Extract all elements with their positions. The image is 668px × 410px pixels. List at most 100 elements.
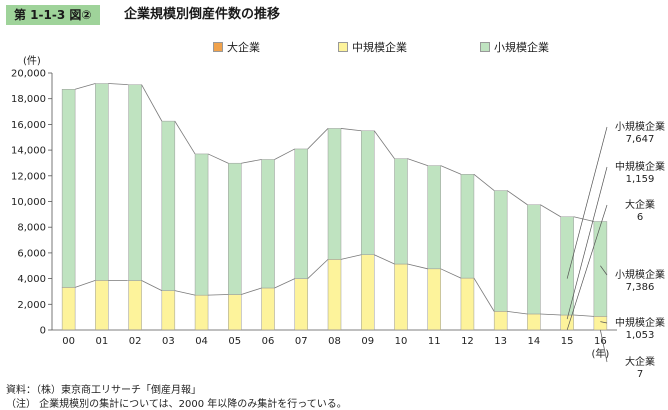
x-tick-label: 13 (494, 336, 507, 347)
annotation-label: 7 (637, 369, 643, 380)
bar-segment-small (561, 217, 574, 315)
bar-segment-medium (527, 314, 540, 330)
x-tick-label: 05 (228, 336, 241, 347)
y-tick-label: 10,000 (11, 197, 46, 208)
medium-connector-line (208, 295, 228, 296)
annotation-label: 小規模企業 (615, 120, 665, 133)
medium-connector-line (374, 255, 394, 264)
bar-segment-small (95, 84, 108, 281)
total-connector-line (75, 84, 95, 90)
annotation-label: 中規模企業 (615, 316, 665, 329)
source-note: 資料：（株）東京商工リサーチ「倒産月報」 (6, 381, 201, 396)
y-tick-label: 14,000 (11, 146, 46, 157)
annotation-label: 7,647 (626, 134, 655, 145)
bar-segment-medium (262, 288, 275, 330)
x-tick-label: 16 (594, 336, 607, 347)
bar-segment-medium (95, 280, 108, 329)
bar-segment-small (527, 205, 540, 314)
total-connector-line (507, 191, 527, 205)
annotation-label: 7,386 (626, 282, 655, 293)
x-tick-label: 12 (461, 336, 474, 347)
x-tick-label: 14 (528, 336, 541, 347)
bar-segment-small (162, 121, 175, 290)
bar-segment-medium (428, 269, 441, 330)
bar-segment-small (195, 154, 208, 295)
total-connector-line (574, 217, 594, 222)
x-tick-label: 00 (62, 336, 75, 347)
y-tick-label: 4,000 (17, 274, 46, 285)
total-connector-line (341, 128, 361, 130)
medium-connector-line (341, 255, 361, 260)
medium-connector-line (407, 264, 427, 269)
annotation-label: 中規模企業 (615, 160, 665, 173)
total-connector-line (108, 84, 128, 85)
bar-segment-medium (195, 295, 208, 330)
total-connector-line (441, 166, 461, 175)
total-connector-line (308, 128, 328, 149)
y-tick-label: 12,000 (11, 171, 46, 182)
medium-connector-line (308, 259, 328, 278)
x-tick-label: 02 (129, 336, 142, 347)
medium-connector-line (574, 315, 594, 316)
annotation-label: 1,159 (626, 174, 655, 185)
x-axis-unit: (年) (591, 347, 609, 360)
bar-segment-small (262, 159, 275, 288)
x-tick-label: 06 (262, 336, 275, 347)
total-connector-line (407, 159, 427, 166)
x-tick-label: 07 (295, 336, 308, 347)
bar-segment-small (295, 149, 308, 279)
total-connector-line (175, 121, 195, 154)
medium-connector-line (474, 278, 494, 311)
x-tick-label: 09 (361, 336, 374, 347)
bar-segment-medium (494, 311, 507, 330)
medium-connector-line (75, 280, 95, 287)
bar-segment-small (594, 221, 607, 316)
total-connector-line (142, 85, 162, 121)
bar-segment-small (461, 174, 474, 278)
x-tick-label: 01 (95, 336, 108, 347)
bar-segment-medium (561, 315, 574, 330)
bar-segment-medium (162, 291, 175, 330)
bar-segment-small (328, 128, 341, 259)
y-tick-label: 2,000 (17, 300, 46, 311)
bar-segment-small (394, 159, 407, 264)
x-tick-label: 08 (328, 336, 341, 347)
footnote: （注） 企業規模別の集計については、2000 年以降のみ集計を行っている。 (6, 395, 347, 410)
bar-segment-medium (594, 316, 607, 330)
bar-segment-small (129, 85, 142, 281)
y-tick-label: 8,000 (17, 223, 46, 234)
y-axis-unit: (件) (23, 55, 41, 67)
y-tick-label: 0 (40, 326, 46, 337)
x-tick-label: 10 (395, 336, 408, 347)
y-tick-label: 20,000 (11, 69, 46, 80)
medium-connector-line (540, 314, 560, 315)
annotation-label: 6 (637, 212, 643, 223)
bar-segment-small (361, 131, 374, 255)
bar-segment-medium (228, 295, 241, 330)
bar-segment-medium (461, 278, 474, 330)
bar-segment-medium (394, 264, 407, 330)
y-tick-label: 18,000 (11, 94, 46, 105)
medium-connector-line (142, 281, 162, 291)
annotation-label: 小規模企業 (615, 268, 665, 281)
bar-segment-small (62, 89, 75, 287)
total-connector-line (540, 205, 560, 217)
bar-segment-medium (361, 255, 374, 330)
x-tick-label: 03 (162, 336, 175, 347)
total-connector-line (208, 154, 228, 163)
medium-connector-line (507, 311, 527, 314)
total-connector-line (275, 149, 295, 160)
bar-segment-medium (295, 279, 308, 330)
annotation-label: 1,053 (626, 330, 655, 341)
bar-segment-medium (328, 259, 341, 329)
annotation-label: 大企業 (625, 355, 655, 368)
x-tick-label: 11 (428, 336, 441, 347)
total-connector-line (474, 174, 494, 190)
medium-connector-line (175, 291, 195, 296)
total-connector-line (241, 159, 261, 163)
x-tick-label: 15 (561, 336, 574, 347)
annotation-label: 大企業 (625, 198, 655, 211)
y-tick-label: 6,000 (17, 248, 46, 259)
